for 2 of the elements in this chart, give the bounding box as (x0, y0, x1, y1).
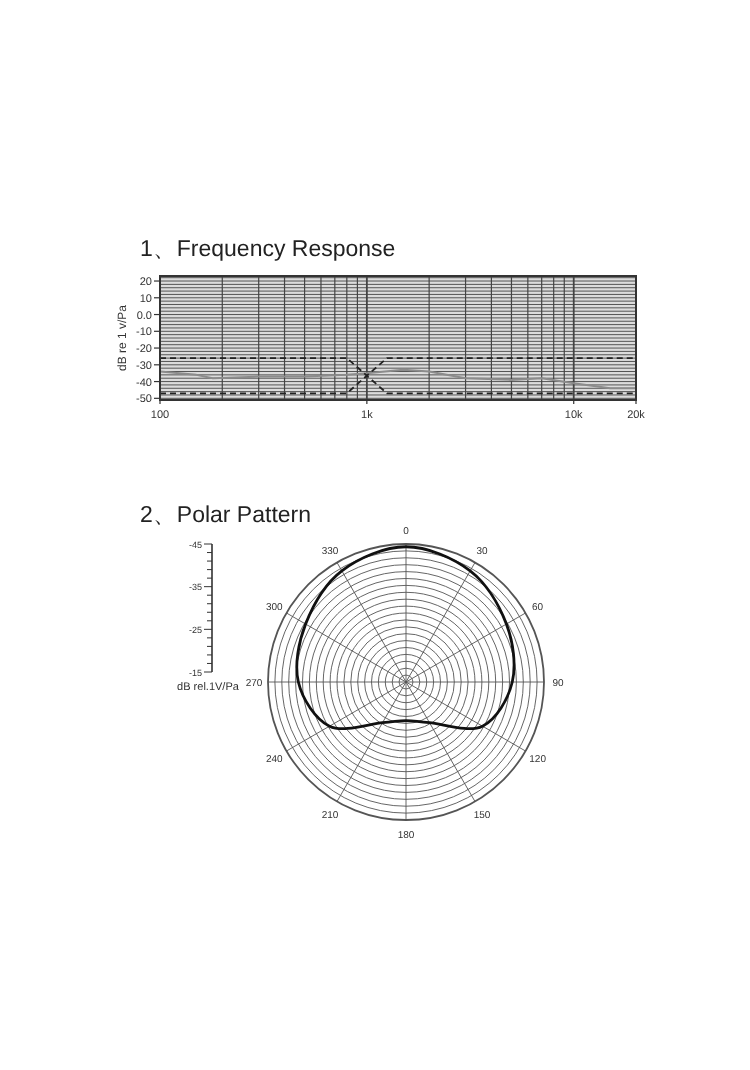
chart-title: 2、Polar Pattern (140, 504, 312, 528)
chart-title: 1、Frequency Response (140, 238, 396, 262)
